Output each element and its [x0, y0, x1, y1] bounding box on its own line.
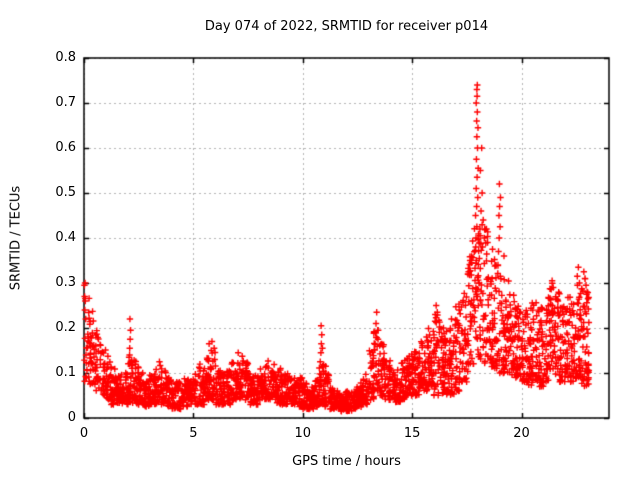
y-tick-label: 0.2: [55, 320, 76, 335]
x-axis-title: GPS time / hours: [292, 454, 401, 469]
x-tick-label: 0: [79, 426, 89, 441]
y-tick-label: 0.5: [55, 185, 76, 200]
y-tick-label: 0: [67, 410, 76, 425]
x-tick-label: 15: [403, 426, 421, 441]
chart-title: Day 074 of 2022, SRMTID for receiver p01…: [204, 19, 489, 34]
y-tick-label: 0.3: [55, 275, 76, 290]
y-tick-label: 0.1: [55, 365, 76, 380]
x-tick-label: 5: [189, 426, 198, 441]
x-tick-label: 20: [513, 426, 530, 441]
y-tick-label: 0.7: [55, 95, 76, 110]
y-tick-label: 0.6: [55, 140, 76, 155]
y-tick-label: 0.4: [55, 230, 76, 245]
x-tick-label: 10: [294, 426, 312, 441]
y-tick-label: 0.8: [55, 50, 76, 65]
